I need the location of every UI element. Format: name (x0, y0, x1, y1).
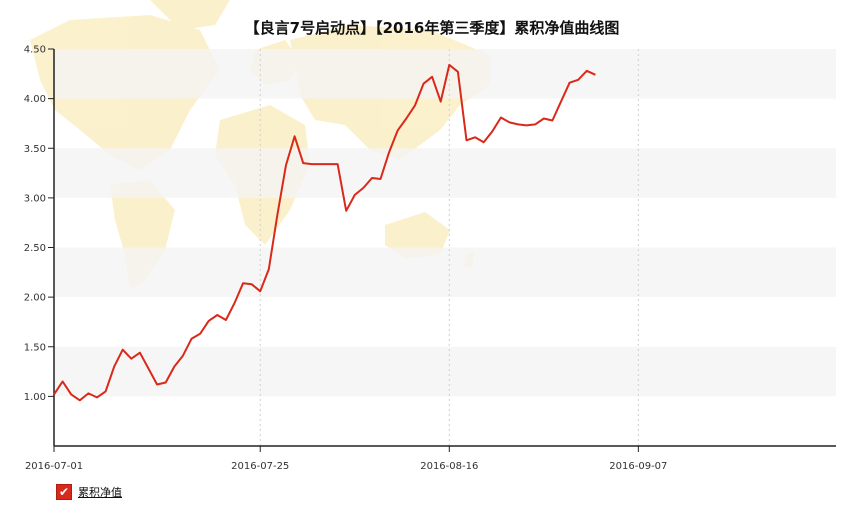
y-tick-label: 1.50 (24, 342, 46, 353)
y-tick-label: 4.00 (24, 94, 46, 105)
legend-item-cumulative-nav[interactable]: ✔ 累积净值 (56, 484, 122, 500)
y-tick-label: 3.00 (24, 193, 46, 204)
grid-bands (54, 49, 836, 397)
y-tick-label: 2.00 (24, 293, 46, 304)
grid-band (54, 247, 836, 298)
x-tick-label: 2016-07-01 (25, 461, 83, 472)
series-layer (53, 63, 596, 402)
grid-band (54, 148, 836, 198)
x-tick-label: 2016-08-16 (420, 461, 478, 472)
grid-band (54, 49, 836, 99)
y-tick-label: 4.50 (24, 45, 46, 56)
x-axis-ticks: 2016-07-01 2016-07-25 2016-08-16 2016-09-07 (25, 446, 667, 472)
legend-label: 累积净值 (78, 486, 122, 499)
y-tick-label: 2.50 (24, 243, 46, 254)
x-tick-label: 2016-09-07 (609, 461, 667, 472)
y-tick-label: 1.00 (24, 392, 46, 403)
y-tick-label: 3.50 (24, 144, 46, 155)
y-axis-ticks: 1.00 1.50 2.00 2.50 3.00 3.50 4.00 4.50 (24, 45, 54, 403)
x-tick-label: 2016-07-25 (231, 461, 289, 472)
checkbox-checked-icon[interactable]: ✔ (56, 484, 72, 500)
vertical-gridlines (259, 49, 639, 446)
series-line-cumulative-nav (53, 63, 596, 402)
chart-title: 【良言7号启动点】【2016年第三季度】累积净值曲线图 (245, 19, 620, 37)
